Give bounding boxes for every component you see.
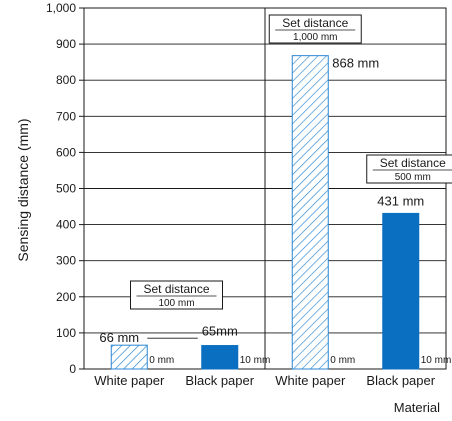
y-tick-label: 100 — [56, 326, 76, 340]
y-tick-label: 300 — [56, 254, 76, 268]
y-tick-label: 200 — [56, 290, 76, 304]
offset-label: 10 mm — [240, 355, 271, 366]
x-tick-label: White paper — [94, 373, 165, 388]
annotations: Set distance 100 mm Set distance 1,000 mm Se… — [130, 14, 452, 310]
set-distance-title: Set distance — [282, 16, 348, 30]
y-tick-label: 700 — [56, 109, 76, 123]
y-axis-label: Sensing distance (mm) — [15, 118, 31, 261]
value-label: 431 mm — [377, 193, 424, 208]
bars: 0 mm 10 mm 0 mm 10 mm 66 mm 65mm 868 mm 431 mm — [99, 55, 452, 370]
bar — [201, 345, 239, 370]
value-label: 65mm — [202, 324, 238, 339]
set-distance-title: Set distance — [143, 282, 209, 296]
bar — [291, 55, 329, 370]
set-distance-value: 1,000 mm — [293, 32, 337, 43]
value-label: 66 mm — [99, 330, 139, 345]
offset-label: 0 mm — [149, 355, 174, 366]
set-distance-value: 100 mm — [158, 298, 194, 309]
x-tick-label: White paper — [275, 373, 346, 388]
set-distance-box — [366, 154, 452, 184]
y-tick-label: 600 — [56, 145, 76, 159]
set-distance-value: 500 mm — [395, 172, 431, 183]
x-tick-label: Black paper — [185, 373, 254, 388]
offset-label: 0 mm — [330, 355, 355, 366]
set-distance-box — [130, 280, 223, 310]
y-tick-labels: 0 100 200 300 400 500 600 700 800 900 1,000 — [46, 1, 76, 376]
x-axis-label: Material — [394, 400, 440, 415]
offset-label: 10 mm — [421, 355, 452, 366]
value-label: 868 mm — [332, 56, 379, 71]
y-tick-label: 1,000 — [46, 1, 76, 15]
set-distance-box — [268, 14, 362, 44]
y-tick-label: 500 — [56, 182, 76, 196]
y-tick-label: 800 — [56, 73, 76, 87]
y-tick-label: 900 — [56, 37, 76, 51]
set-distance-title: Set distance — [380, 156, 446, 170]
x-tick-labels: White paper Black paper White paper Black p… — [94, 373, 436, 388]
y-tick-label: 0 — [69, 362, 76, 376]
x-tick-label: Black paper — [366, 373, 435, 388]
bar — [110, 344, 148, 370]
bar — [382, 212, 420, 370]
y-tick-label: 400 — [56, 218, 76, 232]
